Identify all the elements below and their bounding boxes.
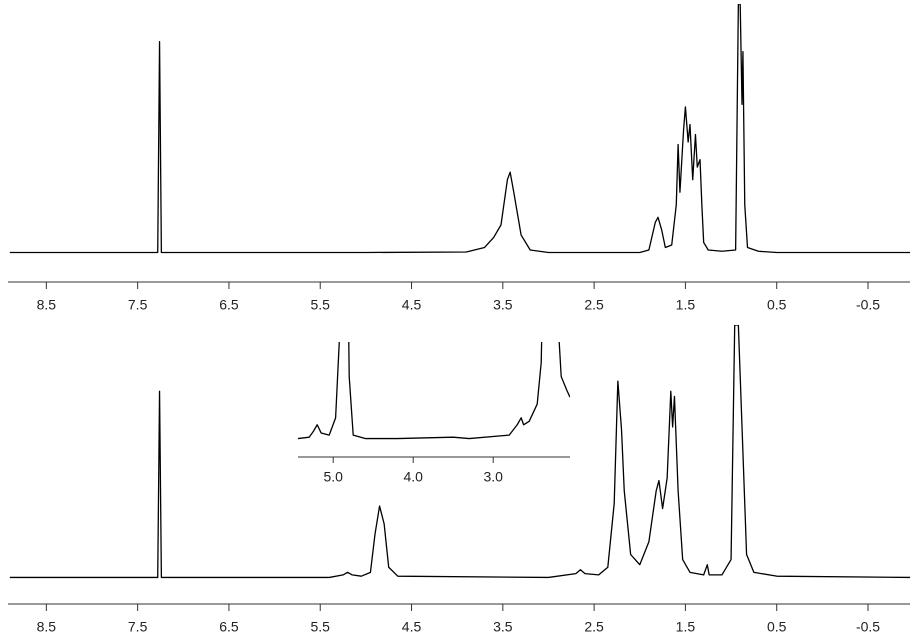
x-tick-label: 5.5 [310, 619, 330, 635]
panel: 8.5 7.5 6.5 5.5 4.5 3.5 2.5 1.5 0.5 -0.5 [8, 4, 910, 313]
x-tick-label: 3.5 [493, 297, 513, 313]
x-tick-label: 7.5 [128, 619, 148, 635]
x-tick-label: 3.5 [493, 619, 513, 635]
x-tick-label: 0.5 [767, 297, 787, 313]
panel: 5.0 4.0 3.0 [298, 342, 570, 485]
x-tick-label: -0.5 [856, 297, 880, 313]
spectrum-line [9, 325, 910, 579]
x-tick-label: 4.0 [403, 469, 423, 485]
x-tick-label: 6.5 [219, 297, 239, 313]
x-tick-label: 2.5 [584, 297, 604, 313]
x-tick-label: 8.5 [37, 297, 57, 313]
panel: 8.5 7.5 6.5 5.5 4.5 3.5 2.5 1.5 0.5 -0.5 [8, 325, 910, 635]
x-tick-label: 1.5 [676, 297, 696, 313]
spectrum-line [9, 4, 910, 254]
x-tick-label: 1.5 [676, 619, 696, 635]
x-tick-label: 5.5 [310, 297, 330, 313]
spectrum-line [298, 342, 570, 440]
x-tick-label: 4.5 [402, 297, 422, 313]
x-tick-label: -0.5 [856, 619, 880, 635]
x-tick-label: 3.0 [483, 469, 503, 485]
x-tick-label: 8.5 [37, 619, 57, 635]
x-tick-label: 4.5 [402, 619, 422, 635]
x-tick-label: 0.5 [767, 619, 787, 635]
x-tick-label: 6.5 [219, 619, 239, 635]
x-tick-label: 2.5 [584, 619, 604, 635]
x-tick-label: 5.0 [323, 469, 343, 485]
inset-bg [298, 342, 570, 442]
x-tick-label: 7.5 [128, 297, 148, 313]
